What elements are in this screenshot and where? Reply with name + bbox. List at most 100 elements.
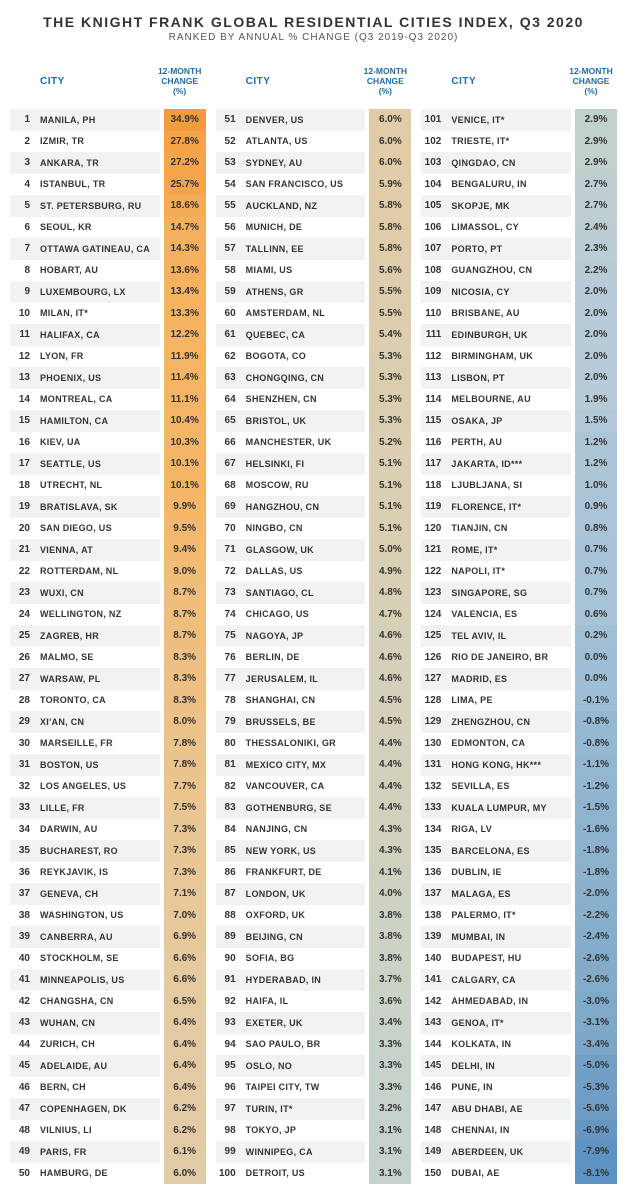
- change-cell: 8.3%: [164, 668, 206, 690]
- city-cell: SOFIA, BG: [240, 948, 366, 970]
- rank-cell: 44: [10, 1034, 34, 1056]
- change-cell: 6.6%: [164, 948, 206, 970]
- change-cell: 9.4%: [164, 539, 206, 561]
- city-cell: GLASGOW, UK: [240, 539, 366, 561]
- change-cell: -5.6%: [575, 1098, 617, 1120]
- change-cell: 6.2%: [164, 1098, 206, 1120]
- column-header: CITY12-MONTHCHANGE(%): [421, 57, 617, 105]
- change-cell: 0.6%: [575, 604, 617, 626]
- table-row: 100DETROIT, US3.1%: [216, 1163, 412, 1185]
- change-cell: 7.8%: [164, 754, 206, 776]
- change-cell: 2.9%: [575, 152, 617, 174]
- rank-cell: 58: [216, 260, 240, 282]
- change-cell: -3.0%: [575, 991, 617, 1013]
- change-cell: 4.5%: [369, 711, 411, 733]
- change-cell: -0.8%: [575, 733, 617, 755]
- city-cell: ST. PETERSBURG, RU: [34, 195, 160, 217]
- table-row: 111EDINBURGH, UK2.0%: [421, 324, 617, 346]
- change-cell: -2.6%: [575, 948, 617, 970]
- change-cell: -1.8%: [575, 862, 617, 884]
- city-cell: XI'AN, CN: [34, 711, 160, 733]
- city-cell: KIEV, UA: [34, 432, 160, 454]
- rank-cell: 130: [421, 733, 445, 755]
- table-row: 3ANKARA, TR27.2%: [10, 152, 206, 174]
- rank-cell: 116: [421, 432, 445, 454]
- rank-cell: 94: [216, 1034, 240, 1056]
- rank-cell: 101: [421, 109, 445, 131]
- change-cell: 4.3%: [369, 840, 411, 862]
- table-row: 135BARCELONA, ES-1.8%: [421, 840, 617, 862]
- table-row: 41MINNEAPOLIS, US6.6%: [10, 969, 206, 991]
- rank-cell: 10: [10, 303, 34, 325]
- change-cell: 8.7%: [164, 625, 206, 647]
- change-cell: 8.7%: [164, 582, 206, 604]
- table-row: 20SAN DIEGO, US9.5%: [10, 518, 206, 540]
- city-cell: RIGA, LV: [445, 819, 571, 841]
- table-row: 78SHANGHAI, CN4.5%: [216, 690, 412, 712]
- rank-cell: 148: [421, 1120, 445, 1142]
- rank-cell: 4: [10, 174, 34, 196]
- page-title: THE KNIGHT FRANK GLOBAL RESIDENTIAL CITI…: [10, 14, 617, 30]
- change-cell: 11.4%: [164, 367, 206, 389]
- change-cell: -3.1%: [575, 1012, 617, 1034]
- change-cell: 2.7%: [575, 195, 617, 217]
- change-cell: 0.2%: [575, 625, 617, 647]
- change-cell: 4.6%: [369, 668, 411, 690]
- city-cell: LIMASSOL, CY: [445, 217, 571, 239]
- table-row: 82VANCOUVER, CA4.4%: [216, 776, 412, 798]
- city-cell: NICOSIA, CY: [445, 281, 571, 303]
- table-row: 99WINNIPEG, CA3.1%: [216, 1141, 412, 1163]
- change-cell: -1.6%: [575, 819, 617, 841]
- table-row: 79BRUSSELS, BE4.5%: [216, 711, 412, 733]
- rank-cell: 33: [10, 797, 34, 819]
- city-cell: BOGOTA, CO: [240, 346, 366, 368]
- rank-cell: 96: [216, 1077, 240, 1099]
- table-row: 40STOCKHOLM, SE6.6%: [10, 948, 206, 970]
- rank-cell: 102: [421, 131, 445, 153]
- change-cell: 0.0%: [575, 647, 617, 669]
- city-cell: OTTAWA GATINEAU, CA: [34, 238, 160, 260]
- city-cell: ZHENGZHOU, CN: [445, 711, 571, 733]
- table-row: 25ZAGREB, HR8.7%: [10, 625, 206, 647]
- rank-cell: 119: [421, 496, 445, 518]
- city-cell: NAGOYA, JP: [240, 625, 366, 647]
- change-cell: 1.2%: [575, 432, 617, 454]
- rank-cell: 127: [421, 668, 445, 690]
- rank-cell: 13: [10, 367, 34, 389]
- city-cell: ATLANTA, US: [240, 131, 366, 153]
- city-cell: HANGZHOU, CN: [240, 496, 366, 518]
- table-row: 148CHENNAI, IN-6.9%: [421, 1120, 617, 1142]
- city-cell: RIO DE JANEIRO, BR: [445, 647, 571, 669]
- change-cell: 11.1%: [164, 389, 206, 411]
- table-row: 42CHANGSHA, CN6.5%: [10, 991, 206, 1013]
- rank-cell: 149: [421, 1141, 445, 1163]
- city-cell: LJUBLJANA, SI: [445, 475, 571, 497]
- change-cell: 4.6%: [369, 625, 411, 647]
- rank-cell: 36: [10, 862, 34, 884]
- change-cell: -1.8%: [575, 840, 617, 862]
- change-cell: 27.8%: [164, 131, 206, 153]
- rank-cell: 150: [421, 1163, 445, 1185]
- rank-cell: 90: [216, 948, 240, 970]
- city-cell: DUBAI, AE: [445, 1163, 571, 1185]
- rank-cell: 12: [10, 346, 34, 368]
- table-row: 65BRISTOL, UK5.3%: [216, 410, 412, 432]
- change-cell: 6.1%: [164, 1141, 206, 1163]
- table-row: 86FRANKFURT, DE4.1%: [216, 862, 412, 884]
- rank-cell: 31: [10, 754, 34, 776]
- change-cell: 7.0%: [164, 905, 206, 927]
- change-cell: 4.4%: [369, 733, 411, 755]
- change-cell: 8.3%: [164, 647, 206, 669]
- rank-cell: 121: [421, 539, 445, 561]
- table-row: 108GUANGZHOU, CN2.2%: [421, 260, 617, 282]
- city-cell: HAMBURG, DE: [34, 1163, 160, 1185]
- city-cell: GENEVA, CH: [34, 883, 160, 905]
- change-cell: 5.3%: [369, 346, 411, 368]
- rank-cell: 25: [10, 625, 34, 647]
- change-cell: 4.0%: [369, 883, 411, 905]
- city-cell: SEATTLE, US: [34, 453, 160, 475]
- table-row: 127MADRID, ES0.0%: [421, 668, 617, 690]
- city-cell: VILNIUS, LI: [34, 1120, 160, 1142]
- change-cell: 8.0%: [164, 711, 206, 733]
- change-cell: -1.1%: [575, 754, 617, 776]
